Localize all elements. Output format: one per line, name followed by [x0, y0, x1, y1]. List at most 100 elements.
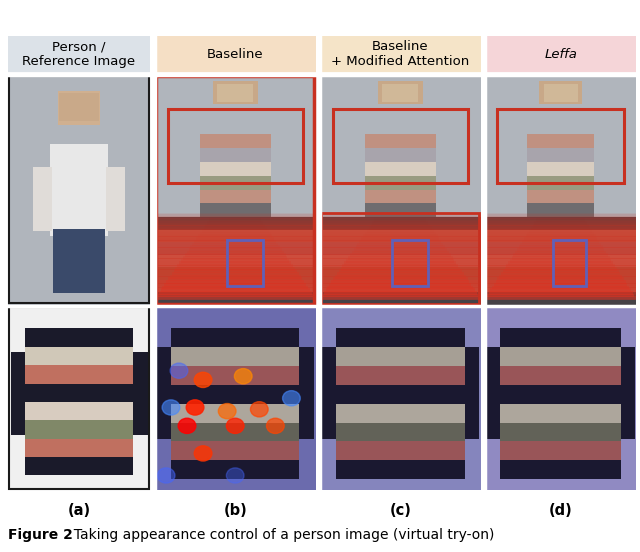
- Bar: [485, 267, 636, 273]
- Bar: [485, 231, 636, 237]
- Bar: [205, 224, 265, 227]
- Bar: [155, 36, 316, 73]
- Bar: [500, 366, 621, 385]
- Bar: [155, 290, 316, 296]
- Bar: [202, 229, 269, 233]
- Bar: [155, 306, 316, 490]
- Bar: [171, 404, 300, 423]
- Bar: [155, 228, 316, 234]
- Bar: [320, 266, 481, 271]
- Bar: [193, 242, 278, 246]
- Bar: [333, 278, 468, 282]
- Circle shape: [218, 404, 236, 419]
- Bar: [155, 213, 316, 219]
- Circle shape: [227, 468, 244, 483]
- Bar: [320, 258, 481, 264]
- Bar: [155, 239, 316, 245]
- Bar: [171, 385, 300, 404]
- Bar: [53, 229, 105, 293]
- Bar: [320, 243, 481, 249]
- Bar: [485, 263, 636, 268]
- Bar: [532, 224, 589, 227]
- Bar: [336, 404, 465, 423]
- Bar: [392, 240, 428, 286]
- Bar: [336, 442, 465, 460]
- Bar: [155, 236, 316, 242]
- Bar: [320, 254, 481, 260]
- Bar: [485, 264, 636, 270]
- Bar: [485, 242, 636, 248]
- Bar: [155, 233, 316, 240]
- Text: (a): (a): [67, 503, 91, 518]
- Bar: [155, 238, 316, 243]
- Bar: [320, 217, 481, 305]
- Bar: [326, 288, 475, 292]
- Bar: [365, 204, 436, 217]
- Bar: [374, 219, 426, 222]
- Text: Person /
Reference Image: Person / Reference Image: [22, 40, 136, 68]
- Bar: [155, 250, 316, 256]
- Bar: [155, 214, 316, 220]
- Bar: [342, 264, 458, 268]
- Bar: [485, 230, 636, 235]
- Bar: [492, 285, 629, 289]
- Bar: [485, 269, 636, 275]
- Bar: [33, 167, 52, 231]
- Bar: [155, 242, 316, 248]
- Bar: [155, 247, 316, 253]
- Bar: [177, 264, 293, 268]
- Bar: [320, 260, 481, 266]
- Bar: [155, 283, 316, 289]
- Bar: [527, 176, 594, 190]
- Bar: [485, 254, 636, 267]
- Bar: [320, 220, 481, 226]
- Bar: [485, 247, 636, 253]
- Bar: [365, 189, 436, 204]
- Bar: [155, 279, 316, 285]
- Bar: [212, 82, 258, 104]
- Bar: [320, 291, 481, 298]
- Bar: [485, 266, 636, 271]
- Bar: [485, 268, 636, 274]
- Bar: [320, 306, 481, 490]
- Bar: [25, 420, 133, 439]
- Bar: [320, 242, 481, 248]
- Bar: [352, 251, 449, 254]
- Bar: [320, 292, 481, 305]
- Bar: [320, 239, 481, 245]
- Bar: [320, 211, 481, 217]
- Bar: [365, 148, 436, 162]
- Bar: [485, 256, 636, 262]
- Bar: [485, 272, 636, 278]
- Bar: [155, 230, 316, 235]
- Bar: [168, 109, 303, 183]
- Bar: [320, 241, 481, 246]
- Text: Figure 2: Figure 2: [8, 528, 72, 542]
- Bar: [155, 230, 316, 242]
- Bar: [200, 134, 271, 148]
- Bar: [320, 75, 481, 305]
- Bar: [320, 227, 481, 232]
- Bar: [320, 246, 481, 252]
- Bar: [485, 213, 636, 219]
- Circle shape: [227, 418, 244, 433]
- Bar: [320, 247, 481, 253]
- Bar: [320, 235, 481, 241]
- Bar: [320, 228, 481, 234]
- Bar: [155, 277, 316, 282]
- Bar: [485, 217, 636, 223]
- Bar: [170, 275, 301, 279]
- Bar: [337, 272, 464, 276]
- Circle shape: [194, 372, 212, 388]
- Bar: [171, 423, 300, 442]
- Bar: [320, 263, 481, 268]
- Bar: [322, 347, 338, 439]
- Bar: [200, 189, 271, 204]
- Bar: [155, 291, 316, 298]
- Bar: [155, 242, 316, 254]
- Bar: [321, 213, 479, 304]
- Bar: [155, 258, 316, 264]
- Text: Baseline: Baseline: [207, 48, 264, 61]
- Bar: [106, 167, 125, 231]
- Bar: [155, 266, 316, 271]
